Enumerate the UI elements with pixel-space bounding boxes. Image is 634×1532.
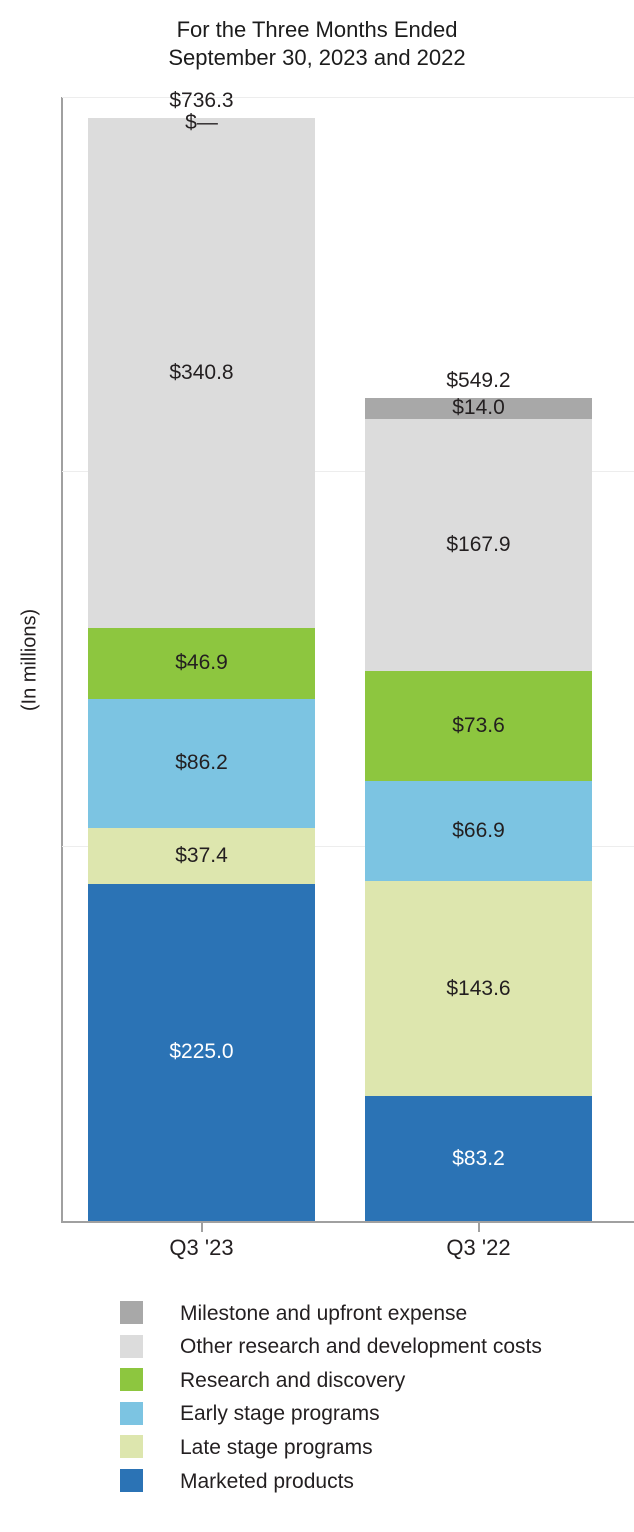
legend-swatch-early-stage-programs [120, 1401, 143, 1425]
legend-label-other-research-and-development-costs: Other research and development costs [180, 1335, 542, 1359]
bar-segment-marketed-products [365, 1096, 592, 1221]
gridline-500 [62, 471, 634, 473]
segment-label-late-stage-programs: $37.4 [175, 843, 228, 867]
bar-segment-late-stage-programs [88, 827, 315, 884]
bar-segment-other-research-and-development-costs [88, 117, 315, 629]
gridline-250 [62, 845, 634, 847]
bar-segment-early-stage-programs [88, 698, 315, 828]
bar-segment-research-and-discovery [88, 628, 315, 699]
bar-total-label: $736.3 [169, 88, 234, 112]
segment-label-other-research-and-development-costs: $340.8 [169, 360, 234, 384]
segment-label-milestone-and-upfront-expense: $— [185, 110, 218, 134]
legend-swatch-other-research-and-development-costs [120, 1334, 143, 1358]
x-axis-label-q3-22: Q3 '22 [446, 1235, 511, 1260]
legend-label-early-stage-programs: Early stage programs [180, 1402, 380, 1426]
segment-label-milestone-and-upfront-expense: $14.0 [452, 396, 505, 420]
segment-label-early-stage-programs: $86.2 [175, 751, 228, 775]
x-axis-tick [477, 1223, 480, 1232]
segment-label-early-stage-programs: $66.9 [452, 818, 505, 842]
bar-total-label: $549.2 [446, 368, 511, 392]
legend-label-milestone-and-upfront-expense: Milestone and upfront expense [180, 1301, 468, 1325]
bar-segment-marketed-products [88, 883, 315, 1221]
legend-label-marketed-products: Marketed products [180, 1469, 354, 1493]
chart-title: For the Three Months Ended September 30,… [0, 16, 634, 72]
x-axis-tick [200, 1223, 203, 1232]
legend-swatch-marketed-products [120, 1469, 143, 1492]
gridline-750 [62, 96, 634, 98]
legend-label-late-stage-programs: Late stage programs [180, 1435, 373, 1459]
segment-label-late-stage-programs: $143.6 [446, 976, 511, 1000]
segment-label-research-and-discovery: $73.6 [452, 713, 505, 737]
segment-label-research-and-discovery: $46.9 [175, 651, 228, 675]
bar-segment-research-and-discovery [365, 670, 592, 781]
legend-swatch-research-and-discovery [120, 1368, 143, 1392]
segment-label-other-research-and-development-costs: $167.9 [446, 532, 511, 556]
x-axis-label-q3-23: Q3 '23 [169, 1235, 234, 1260]
bar-segment-milestone-and-upfront-expense [365, 397, 592, 419]
segment-label-marketed-products: $83.2 [452, 1146, 505, 1170]
segment-label-marketed-products: $225.0 [169, 1040, 234, 1064]
x-axis-line [61, 1221, 634, 1223]
bar-segment-other-research-and-development-costs [365, 418, 592, 671]
chart-title-line-2: September 30, 2023 and 2022 [168, 45, 466, 70]
bar-segment-early-stage-programs [365, 780, 592, 882]
legend-swatch-milestone-and-upfront-expense [120, 1301, 143, 1324]
chart-title-line-1: For the Three Months Ended [176, 17, 458, 42]
legend-swatch-late-stage-programs [120, 1435, 143, 1459]
bar-segment-late-stage-programs [365, 881, 592, 1097]
y-axis-line [61, 97, 63, 1223]
legend-label-research-and-discovery: Research and discovery [180, 1368, 406, 1392]
